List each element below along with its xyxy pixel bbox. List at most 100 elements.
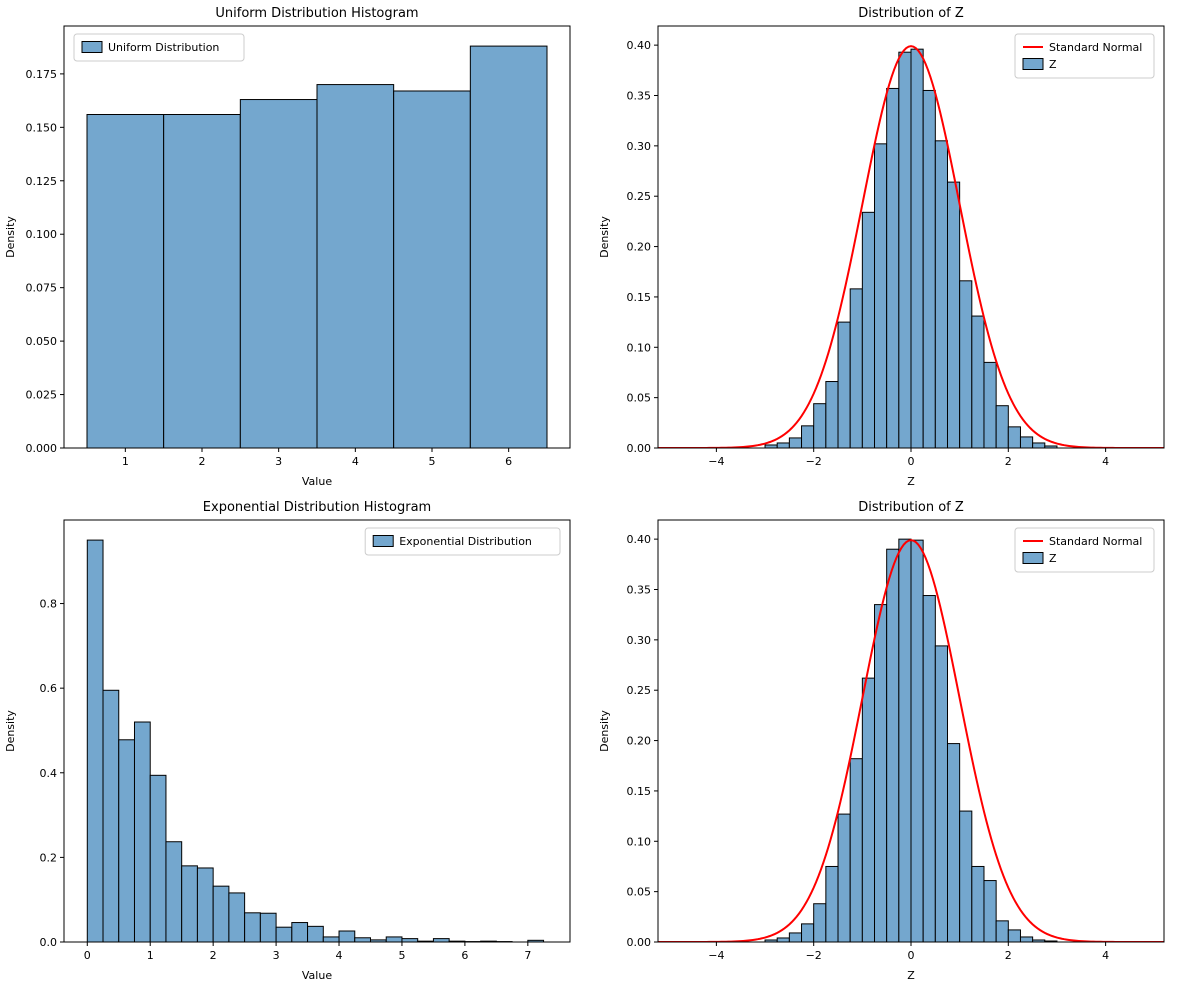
x-tick-label: 4 xyxy=(1102,455,1109,468)
y-tick-label: 0.8 xyxy=(40,598,58,611)
legend-patch-swatch xyxy=(82,42,102,53)
histogram-bar xyxy=(166,842,182,942)
histogram-bar xyxy=(355,938,371,942)
legend-label: Z xyxy=(1049,58,1057,71)
histogram-bar xyxy=(1008,930,1020,942)
x-tick-label: 1 xyxy=(122,455,129,468)
y-tick-label: 0.40 xyxy=(627,533,652,546)
histogram-bar xyxy=(182,866,198,942)
y-tick-label: 0.075 xyxy=(26,282,58,295)
y-tick-label: 0.15 xyxy=(627,785,652,798)
x-tick-label: −2 xyxy=(806,949,822,962)
histogram-bar xyxy=(862,678,874,942)
legend-label: Uniform Distribution xyxy=(108,41,219,54)
histogram-bar xyxy=(317,85,394,448)
x-tick-label: 2 xyxy=(1005,455,1012,468)
y-axis-label: Density xyxy=(598,710,611,752)
histogram-bar xyxy=(935,646,947,942)
histogram-bar xyxy=(394,91,471,448)
histogram-bar xyxy=(276,927,292,942)
y-tick-label: 0.05 xyxy=(627,392,652,405)
histogram-bar xyxy=(996,921,1008,942)
histogram-bar xyxy=(814,904,826,942)
histogram-bar xyxy=(875,605,887,942)
x-tick-label: 6 xyxy=(505,455,512,468)
x-tick-label: 6 xyxy=(461,949,468,962)
histogram-bar xyxy=(814,404,826,448)
histogram-bar xyxy=(960,811,972,942)
histogram-bar xyxy=(164,115,241,448)
x-axis-label: Value xyxy=(302,969,332,982)
histogram-bar xyxy=(996,406,1008,448)
y-tick-label: 0.4 xyxy=(40,767,58,780)
x-tick-label: 3 xyxy=(273,949,280,962)
y-tick-label: 0.30 xyxy=(627,140,652,153)
legend-patch-swatch xyxy=(373,536,393,547)
histogram-bar xyxy=(240,100,317,448)
histogram-bar xyxy=(777,938,789,942)
histogram-bar xyxy=(899,52,911,448)
histogram-bar xyxy=(984,881,996,942)
y-tick-label: 0.15 xyxy=(627,291,652,304)
y-tick-label: 0.050 xyxy=(26,335,58,348)
x-axis-label: Z xyxy=(907,475,915,488)
legend-patch-swatch xyxy=(1023,59,1043,70)
y-tick-label: 0.40 xyxy=(627,39,652,52)
x-tick-label: 5 xyxy=(398,949,405,962)
y-axis-label: Density xyxy=(4,216,17,258)
histogram-bar xyxy=(1033,443,1045,448)
histogram-bar xyxy=(947,182,959,448)
histogram-bar xyxy=(134,722,150,942)
histogram-bar xyxy=(292,923,308,942)
histogram-bar xyxy=(789,933,801,942)
chart-title: Distribution of Z xyxy=(858,500,964,515)
y-tick-label: 0.000 xyxy=(26,442,58,455)
histogram-bar xyxy=(984,362,996,448)
x-tick-label: 2 xyxy=(1005,949,1012,962)
histogram-bar xyxy=(213,886,229,942)
y-tick-label: 0.20 xyxy=(627,735,652,748)
y-tick-label: 0.35 xyxy=(627,583,652,596)
legend-label: Standard Normal xyxy=(1049,41,1142,54)
x-axis-label: Z xyxy=(907,969,915,982)
histogram-bar xyxy=(789,438,801,448)
chart-title: Distribution of Z xyxy=(858,6,964,21)
histogram-bar xyxy=(1020,937,1032,942)
legend-label: Exponential Distribution xyxy=(399,535,532,548)
x-tick-label: −4 xyxy=(708,949,724,962)
histogram-bar xyxy=(826,382,838,448)
histogram-bar xyxy=(323,937,339,942)
chart-title: Uniform Distribution Histogram xyxy=(215,6,418,21)
histogram-bar xyxy=(339,931,355,942)
x-tick-label: 7 xyxy=(524,949,531,962)
histogram-bar xyxy=(960,281,972,448)
histogram-bar xyxy=(838,322,850,448)
histogram-bar xyxy=(119,740,135,942)
legend: Standard Normal Z xyxy=(1015,34,1154,78)
y-tick-label: 0.30 xyxy=(627,634,652,647)
histogram-bar xyxy=(887,88,899,448)
histogram-bar xyxy=(911,49,923,448)
histogram-bar xyxy=(802,426,814,448)
histogram-bar xyxy=(87,115,164,448)
x-tick-label: 2 xyxy=(199,455,206,468)
histogram-bar xyxy=(947,744,959,942)
histogram-bar xyxy=(197,868,213,942)
y-tick-label: 0.00 xyxy=(627,936,652,949)
histogram-bar xyxy=(826,866,838,942)
plot-area xyxy=(87,540,543,942)
plot-area xyxy=(658,539,1164,942)
x-tick-label: 4 xyxy=(352,455,359,468)
y-tick-label: 0.2 xyxy=(40,851,58,864)
histogram-bar xyxy=(386,937,402,942)
y-tick-label: 0.25 xyxy=(627,190,652,203)
plot-area xyxy=(658,46,1164,448)
histogram-bar xyxy=(899,539,911,942)
legend-label: Standard Normal xyxy=(1049,535,1142,548)
